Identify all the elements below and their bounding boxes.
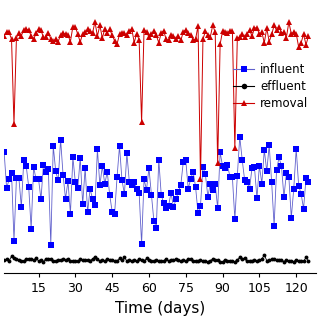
Legend: influent, effluent, removal: influent, effluent, removal: [228, 59, 313, 115]
X-axis label: Time (days): Time (days): [115, 301, 205, 316]
